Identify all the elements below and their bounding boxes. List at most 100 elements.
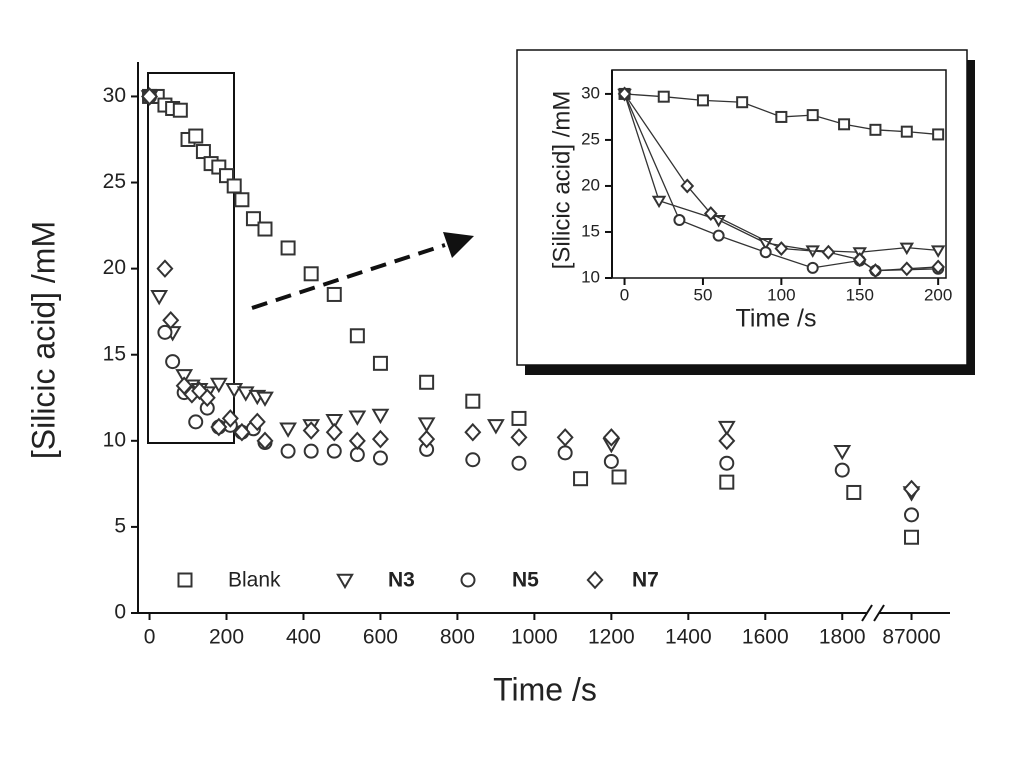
marker-triangle	[371, 408, 390, 425]
marker-triangle	[256, 391, 274, 407]
marker-triangle	[325, 413, 344, 430]
x-tick-label: 100	[767, 285, 795, 304]
marker-square	[838, 118, 851, 131]
marker-diamond	[510, 428, 528, 447]
marker-circle	[280, 443, 296, 459]
marker-circle	[460, 572, 476, 588]
marker-diamond	[586, 570, 604, 590]
inset-y-label: [Silicic acid] /mM	[548, 91, 575, 270]
marker-diamond	[602, 428, 620, 447]
series-line	[624, 93, 939, 136]
marker-circle	[511, 455, 527, 471]
x-tick-label: 400	[286, 626, 321, 649]
marker-square	[234, 192, 250, 208]
x-tick-label: 150	[846, 285, 874, 304]
zoom-box	[147, 72, 235, 444]
y-tick-label: 10	[581, 267, 600, 286]
marker-square	[869, 123, 882, 136]
marker-square	[573, 471, 589, 487]
x-tick-label: 1600	[742, 626, 789, 649]
marker-square	[326, 286, 342, 302]
marker-circle	[165, 354, 181, 370]
marker-square	[349, 328, 365, 344]
marker-diamond	[774, 241, 789, 257]
marker-circle	[712, 229, 725, 242]
marker-diamond	[156, 259, 174, 278]
axis-break	[861, 604, 873, 622]
marker-diamond	[248, 412, 266, 432]
marker-square	[932, 128, 945, 141]
marker-triangle	[487, 419, 505, 435]
marker-square	[806, 109, 819, 122]
marker-triangle	[717, 420, 736, 437]
marker-diamond	[680, 178, 695, 194]
marker-square	[245, 211, 261, 227]
marker-triangle	[348, 410, 367, 426]
series-line	[623, 93, 939, 253]
marker-triangle	[930, 245, 946, 258]
marker-circle	[673, 214, 686, 227]
marker-diamond	[221, 409, 239, 428]
x-tick-label: 1200	[588, 626, 635, 649]
marker-diamond	[931, 259, 946, 275]
arrow-head	[443, 232, 474, 258]
marker-diamond	[162, 311, 180, 330]
marker-diamond	[852, 252, 867, 268]
marker-square	[775, 110, 788, 123]
marker-diamond	[325, 422, 343, 442]
marker-triangle	[833, 444, 852, 461]
marker-diamond	[302, 421, 320, 440]
marker-circle	[806, 261, 819, 274]
marker-circle	[719, 455, 735, 471]
marker-diamond	[718, 431, 736, 451]
legend-label: Blank	[228, 569, 281, 592]
marker-square	[736, 96, 749, 109]
y-axis-label: [Silicic acid] /mM	[25, 221, 61, 459]
marker-square	[904, 529, 920, 545]
marker-square	[257, 221, 273, 237]
marker-square	[696, 94, 709, 107]
x-tick-label: 200	[924, 285, 952, 304]
marker-circle	[465, 452, 481, 468]
marker-diamond	[348, 431, 366, 451]
plot-frame	[611, 69, 947, 279]
y-tick-label: 10	[103, 428, 126, 451]
marker-triangle	[899, 242, 915, 256]
marker-diamond	[617, 86, 632, 102]
marker-square	[195, 144, 211, 160]
inset-x-label: Time /s	[735, 305, 816, 333]
marker-circle	[326, 443, 342, 459]
marker-square	[465, 393, 481, 409]
y-tick-label: 20	[581, 175, 600, 194]
marker-circle	[157, 324, 173, 340]
marker-triangle	[417, 417, 436, 433]
marker-diamond	[233, 422, 251, 442]
marker-triangle	[758, 238, 773, 251]
marker-square	[419, 374, 435, 390]
marker-circle	[904, 507, 920, 523]
x-tick-label: 0	[144, 626, 156, 649]
marker-square	[719, 474, 735, 490]
marker-diamond	[141, 87, 159, 106]
marker-circle	[303, 443, 319, 459]
marker-triangle	[336, 573, 354, 590]
marker-diamond	[371, 429, 389, 449]
y-tick-label: 0	[114, 601, 126, 624]
y-tick-label: 30	[581, 83, 600, 102]
x-axis-label: Time /s	[493, 671, 597, 707]
marker-diamond	[210, 417, 228, 437]
marker-square	[303, 266, 319, 282]
x-tick-label: 1400	[665, 626, 712, 649]
marker-square	[657, 90, 670, 103]
y-tick-label: 20	[103, 256, 126, 279]
marker-triangle	[175, 369, 194, 385]
x-tick-label: 87000	[882, 626, 940, 649]
marker-diamond	[868, 263, 883, 279]
marker-square	[611, 469, 627, 485]
marker-diamond	[191, 381, 209, 401]
marker-square	[188, 128, 204, 144]
marker-square	[280, 240, 296, 256]
marker-circle	[557, 445, 573, 461]
